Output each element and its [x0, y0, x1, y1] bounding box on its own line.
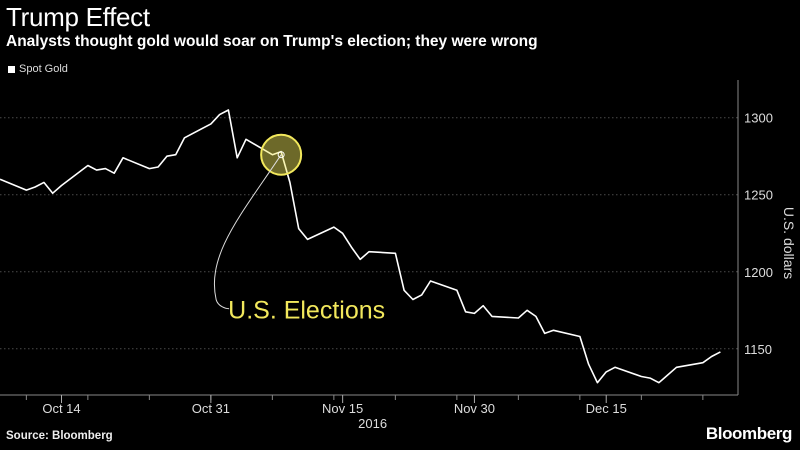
x-tick-label: Oct 14 [42, 401, 80, 416]
legend-label: Spot Gold [19, 63, 68, 75]
y-tick-label: 1300 [744, 111, 773, 126]
axes: 1150 1200 1250 1300 Oct 14 Oct 31 Nov 15 Nov 30… [0, 80, 773, 431]
x-tick-label: Dec 15 [586, 401, 627, 416]
y-tick-label: 1250 [744, 188, 773, 203]
annotation-label: U.S. Elections [228, 297, 385, 325]
y-axis-label: U.S. dollars [781, 207, 797, 279]
legend-swatch [8, 65, 15, 73]
y-tick-label: 1150 [744, 342, 772, 357]
annotation-layer: U.S. Elections [213, 133, 385, 325]
annotation-point-marker [277, 151, 285, 159]
x-year-label: 2016 [358, 416, 387, 431]
x-tick-label: Nov 15 [322, 401, 363, 416]
x-tick-label: Nov 30 [454, 401, 495, 416]
chart-subtitle: Analysts thought gold would soar on Trum… [6, 33, 538, 50]
bloomberg-logo: Bloomberg [705, 424, 793, 443]
chart-title: Trump Effect [6, 2, 150, 32]
x-tick-label: Oct 31 [192, 401, 230, 416]
legend: Spot Gold [8, 63, 68, 75]
annotation-leader-line [213, 154, 282, 310]
series-line-spot-gold [0, 109, 721, 384]
y-tick-label: 1200 [744, 265, 773, 280]
series-layer [0, 109, 721, 384]
source-note: Source: Bloomberg [6, 430, 113, 442]
grid [0, 117, 738, 350]
